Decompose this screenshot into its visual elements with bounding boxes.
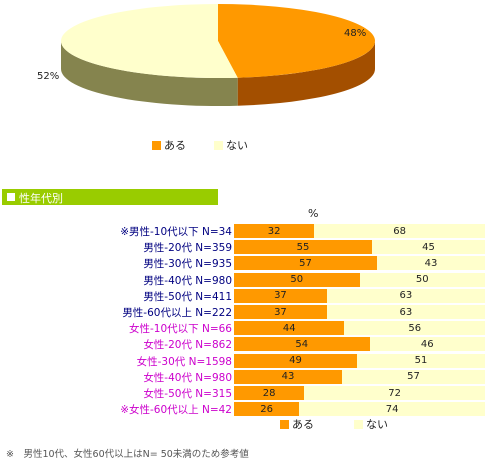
bar-segment-no: 51: [357, 354, 485, 368]
bar-segment-yes: 26: [234, 402, 299, 416]
bar-segment-no: 74: [299, 402, 485, 416]
bar-segment-yes: 37: [234, 289, 327, 303]
row-label: 女性-20代 N=862: [143, 337, 232, 352]
row-label: 女性-30代 N=1598: [137, 354, 232, 369]
legend-label-no: ない: [366, 416, 388, 432]
section-title: 性年代別: [19, 190, 63, 206]
bar-segment-yes: 28: [234, 386, 304, 400]
row-label: 男性-50代 N=411: [143, 289, 232, 304]
bar-segment-no: 46: [370, 337, 485, 351]
row-label: 女性-50代 N=315: [143, 386, 232, 401]
bar-segment-yes: 37: [234, 305, 327, 319]
bar-legend: ある ない: [280, 416, 388, 432]
pie-legend: ある ない: [152, 137, 248, 153]
bar-segment-no: 72: [304, 386, 485, 400]
bar-segment-yes: 54: [234, 337, 370, 351]
unit-label: %: [308, 207, 318, 220]
row-label: 男性-40代 N=980: [143, 273, 232, 288]
bar-segment-yes: 55: [234, 240, 372, 254]
bar-segment-yes: 57: [234, 256, 377, 270]
section-header: 性年代別: [2, 189, 218, 205]
row-label: 男性-60代以上 N=222: [122, 305, 232, 320]
footnote: ※ 男性10代、女性60代以上はN= 50未満のため参考値: [6, 446, 249, 460]
bar-segment-yes: 32: [234, 224, 314, 238]
legend-label-no: ない: [226, 137, 248, 153]
bar-segment-no: 45: [372, 240, 485, 254]
bar-segment-yes: 43: [234, 370, 342, 384]
row-label: 男性-30代 N=935: [143, 256, 232, 271]
bar-segment-yes: 50: [234, 273, 360, 287]
bar-segment-yes: 44: [234, 321, 344, 335]
bar-segment-no: 43: [377, 256, 485, 270]
row-label: 男性-20代 N=359: [143, 240, 232, 255]
legend-swatch-yes: [152, 141, 161, 150]
legend-label-yes: ある: [292, 416, 314, 432]
row-label: 女性-40代 N=980: [143, 370, 232, 385]
square-icon: [7, 193, 15, 201]
bar-segment-no: 63: [327, 305, 485, 319]
row-label: 女性-10代以下 N=66: [129, 321, 232, 336]
bar-segment-no: 56: [344, 321, 485, 335]
row-label: ※男性-10代以下 N=34: [120, 224, 232, 239]
bar-segment-no: 57: [342, 370, 485, 384]
legend-swatch-yes: [280, 420, 289, 429]
bar-segment-no: 50: [360, 273, 485, 287]
bar-segment-yes: 49: [234, 354, 357, 368]
pie-chart: [0, 0, 485, 135]
legend-swatch-no: [354, 420, 363, 429]
bar-segment-no: 68: [314, 224, 485, 238]
legend-label-yes: ある: [164, 137, 186, 153]
pie-label-no: 52%: [37, 71, 59, 82]
legend-swatch-no: [214, 141, 223, 150]
pie-label-yes: 48%: [344, 28, 366, 39]
bar-segment-no: 63: [327, 289, 485, 303]
row-label: ※女性-60代以上 N=42: [120, 402, 232, 417]
